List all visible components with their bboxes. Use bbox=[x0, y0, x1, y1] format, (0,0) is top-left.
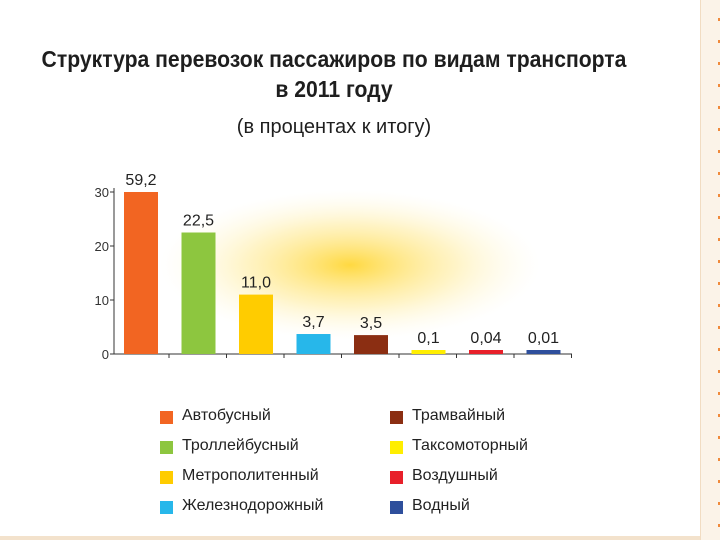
bar bbox=[296, 334, 331, 354]
border-dot bbox=[718, 436, 720, 439]
bar-value-label: 3,7 bbox=[302, 314, 324, 331]
border-dot bbox=[718, 62, 720, 65]
bar-value-label: 0,04 bbox=[470, 330, 501, 347]
legend-item: Водный bbox=[390, 497, 630, 528]
legend-swatch bbox=[390, 471, 403, 484]
border-dot bbox=[718, 326, 720, 329]
bar bbox=[124, 192, 158, 354]
legend-item: Трамвайный bbox=[390, 407, 630, 438]
legend-label: Воздушный bbox=[412, 467, 498, 484]
border-dot bbox=[718, 370, 720, 373]
legend-item: Троллейбусный bbox=[160, 437, 400, 468]
legend-item: Воздушный bbox=[390, 467, 630, 498]
bar-value-label: 0,01 bbox=[528, 330, 559, 347]
border-dot bbox=[718, 502, 720, 505]
legend-label: Железнодорожный bbox=[182, 497, 324, 514]
legend-item: Таксомоторный bbox=[390, 437, 630, 468]
border-dot bbox=[718, 348, 720, 351]
legend-label: Таксомоторный bbox=[412, 437, 528, 454]
legend-label: Автобусный bbox=[182, 407, 271, 424]
legend-item: Автобусный bbox=[160, 407, 400, 438]
border-dot bbox=[718, 392, 720, 395]
background-glow bbox=[160, 190, 540, 340]
border-dot bbox=[718, 106, 720, 109]
legend-label: Водный bbox=[412, 497, 470, 514]
chart-title-line-1: Структура перевозок пассажиров по видам … bbox=[41, 46, 627, 72]
bottom-rule bbox=[0, 536, 700, 540]
bar bbox=[526, 350, 561, 354]
legend-right-column: Трамвайный Таксомоторный Воздушный Водны… bbox=[390, 407, 630, 528]
chart-subtitle: (в процентах к итогу) bbox=[236, 116, 432, 138]
border-dot bbox=[718, 480, 720, 483]
border-dot bbox=[718, 414, 720, 417]
bar-value-label: 3,5 bbox=[360, 315, 382, 332]
chart-title-line-2: в 2011 году bbox=[275, 76, 393, 102]
legend-swatch bbox=[390, 411, 403, 424]
legend-swatch bbox=[160, 471, 173, 484]
border-dot bbox=[718, 128, 720, 131]
bar-value-label: 59,2 bbox=[125, 172, 156, 189]
border-dot bbox=[718, 458, 720, 461]
bar bbox=[469, 350, 503, 354]
y-tick-label: 0 bbox=[102, 347, 109, 362]
border-dot bbox=[718, 282, 720, 285]
legend-label: Троллейбусный bbox=[182, 437, 299, 454]
bar bbox=[239, 294, 273, 354]
y-tick-label: 30 bbox=[95, 185, 109, 200]
border-dot bbox=[718, 524, 720, 527]
legend-item: Железнодорожный bbox=[160, 497, 400, 528]
bar bbox=[354, 335, 388, 354]
bar-value-label: 11,0 bbox=[241, 275, 271, 292]
legend-item: Метрополитенный bbox=[160, 467, 400, 498]
bar-value-label: 0,1 bbox=[417, 330, 439, 347]
legend-left-column: Автобусный Троллейбусный Метрополитенный… bbox=[160, 407, 400, 528]
legend-swatch bbox=[390, 441, 403, 454]
legend-swatch bbox=[160, 441, 173, 454]
legend-swatch bbox=[390, 501, 403, 514]
legend-label: Метрополитенный bbox=[182, 467, 319, 484]
border-dot bbox=[718, 304, 720, 307]
bar bbox=[181, 232, 216, 354]
border-dot bbox=[718, 40, 720, 43]
chart-title: Структура перевозок пассажиров по видам … bbox=[27, 44, 642, 104]
bar bbox=[411, 350, 446, 354]
border-dot bbox=[718, 216, 720, 219]
border-dot bbox=[718, 172, 720, 175]
border-dot bbox=[718, 150, 720, 153]
bar-value-label: 22,5 bbox=[183, 213, 214, 230]
legend-swatch bbox=[160, 411, 173, 424]
y-tick-label: 10 bbox=[95, 293, 109, 308]
y-tick-label: 20 bbox=[95, 239, 109, 254]
border-dot bbox=[718, 194, 720, 197]
border-dot bbox=[718, 260, 720, 263]
border-dot bbox=[718, 84, 720, 87]
bar-chart: 0 10 20 30 59,2 22,5 11,0 3,7 3,5 0,1 0,04 0,01 bbox=[95, 172, 572, 362]
legend-swatch bbox=[160, 501, 173, 514]
legend-label: Трамвайный bbox=[412, 407, 506, 424]
border-dot bbox=[718, 238, 720, 241]
border-dot bbox=[718, 18, 720, 21]
right-border-decoration bbox=[700, 0, 720, 540]
